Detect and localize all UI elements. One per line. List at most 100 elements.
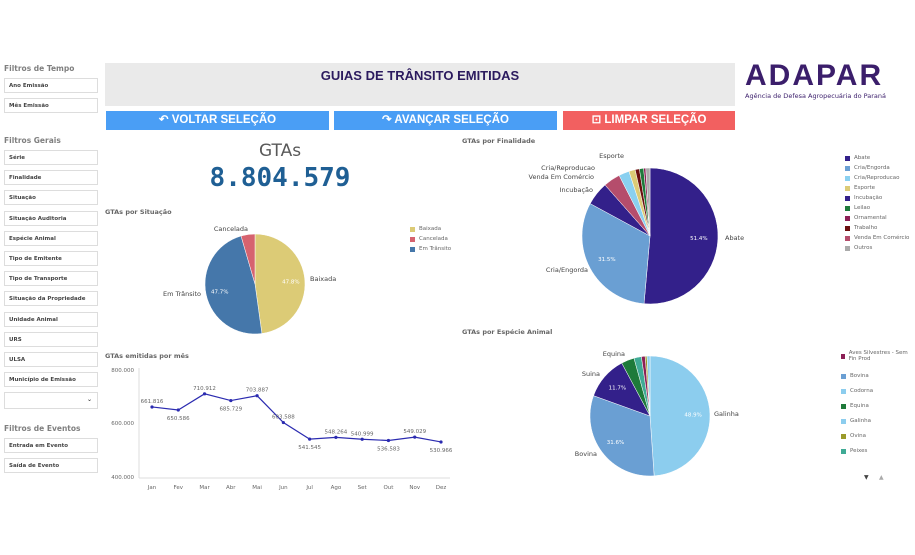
legend-item[interactable]: Esporte [845, 183, 909, 193]
filter-tipo-de-emitente[interactable]: Tipo de Emitente [4, 251, 98, 266]
legend-item[interactable]: Cria/Reproducao [845, 173, 909, 183]
filter-esp-cie-animal[interactable]: Espécie Animal [4, 230, 98, 246]
legend-item[interactable]: Baixada [410, 224, 451, 234]
legend-label: Codorna [850, 388, 874, 394]
legend-item[interactable]: Leilao [845, 203, 909, 213]
data-point[interactable] [413, 435, 417, 439]
legend-swatch [845, 185, 850, 191]
filter-situa-o-auditoria[interactable]: Situação Auditoria [4, 210, 98, 226]
filter-mes-emissao[interactable]: Mês Emissão [4, 98, 98, 113]
filter-ulsa[interactable]: ULSA [4, 352, 98, 367]
scroll-down-icon[interactable]: ▼ [864, 474, 869, 481]
legend-swatch [845, 155, 850, 161]
back-label: VOLTAR SELEÇÃO [171, 114, 277, 126]
filter-tipo-de-transporte[interactable]: Tipo de Transporte [4, 271, 98, 287]
data-point[interactable] [386, 438, 391, 443]
legend-label: Cria/Engorda [854, 165, 890, 171]
legend-item[interactable]: Em Trânsito [410, 244, 451, 254]
legend-item[interactable]: Bovina [841, 371, 911, 381]
data-point[interactable] [281, 420, 285, 425]
slice-label: Venda Em Comércio [529, 173, 594, 181]
pie-slice-cancelada[interactable] [240, 233, 256, 285]
filter-urs[interactable]: URS [4, 331, 98, 347]
clear-selection-button[interactable]: ⊡ LIMPAR SELEÇÃO [563, 111, 735, 130]
filter-saida-evento[interactable]: Saída de Evento [4, 458, 98, 473]
data-point[interactable] [229, 398, 233, 403]
legend-swatch [841, 418, 846, 424]
legend-item[interactable]: Incubação [845, 193, 909, 203]
filter-ano-emissao[interactable]: Ano Emissão [4, 78, 98, 93]
situacao-legend: Baixada Cancelada Em Trânsito [410, 224, 451, 254]
filter-munic-pio-de-emiss-o[interactable]: Município de Emissão [4, 372, 98, 388]
legend-item[interactable]: Outros [845, 243, 909, 253]
legend-item[interactable]: Equina [841, 401, 911, 411]
especie-legend: Aves Silvestres - Sem Fin Prod Bovina Codo… [841, 346, 911, 461]
legend-swatch [845, 195, 850, 201]
legend-label: Equina [850, 403, 869, 409]
slice-label: Cancelada [214, 225, 248, 233]
legend-label: Ovina [850, 433, 866, 439]
time-filters-title: Filtros de Tempo [4, 64, 75, 73]
redo-icon: ↷ [382, 114, 395, 126]
pie-slice-bovina[interactable] [589, 395, 655, 477]
filter-situa-o-da-propriedade[interactable]: Situação da Propriedade [4, 291, 98, 307]
data-label: 51.4% [690, 236, 707, 242]
legend-item[interactable]: Ornamental [845, 213, 909, 223]
pie-slice-abate[interactable] [643, 167, 719, 305]
data-point[interactable] [360, 437, 364, 441]
legend-label: Galinha [850, 418, 872, 424]
filter-situa-o[interactable]: Situação [4, 190, 98, 206]
legend-item[interactable]: Abate [845, 153, 909, 163]
legend-item[interactable]: Ovina [841, 431, 911, 441]
legend-item[interactable]: Codorna [841, 386, 911, 396]
data-point[interactable] [202, 392, 207, 396]
data-label: 548.264 [325, 429, 348, 435]
pie-slice-codorna[interactable] [646, 355, 651, 417]
monthly-chart-title: GTAs emitidas por mês [105, 352, 189, 360]
legend-label: Em Trânsito [419, 246, 452, 252]
slice-label: Bovina [575, 450, 597, 458]
x-tick-label: Fev [174, 485, 184, 491]
data-label: 11.7% [609, 386, 626, 392]
filter-entrada-evento[interactable]: Entrada em Evento [4, 438, 98, 453]
legend-label: Esporte [854, 185, 875, 191]
legend-item[interactable]: Cancelada [410, 234, 451, 244]
pie-slice-em-tr-nsito[interactable] [204, 235, 263, 335]
legend-swatch [410, 246, 415, 252]
legend-item[interactable]: Venda Em Comércio [845, 233, 909, 243]
pie-slice-outros[interactable] [645, 167, 651, 237]
legend-item[interactable]: Galinha [841, 416, 911, 426]
pie-slice-cria-engorda[interactable] [581, 203, 651, 305]
x-tick-label: Mai [252, 485, 262, 491]
slice-label: Cria/Reproducao [541, 164, 595, 172]
data-point[interactable] [334, 435, 338, 439]
legend-item[interactable]: Peixes [841, 446, 911, 456]
forward-selection-button[interactable]: ↷ AVANÇAR SELEÇÃO [334, 111, 557, 130]
filter-s-rie[interactable]: Série [4, 150, 98, 165]
general-filters-title: Filtros Gerais [4, 136, 61, 145]
data-point[interactable] [308, 437, 312, 441]
legend-label: Leilao [854, 205, 871, 211]
filter-finalidade[interactable]: Finalidade [4, 170, 98, 186]
data-point[interactable] [255, 394, 259, 398]
slice-label: Em Trânsito [163, 290, 201, 298]
data-label: 540.999 [351, 431, 374, 437]
data-point[interactable] [176, 408, 180, 412]
data-point[interactable] [150, 405, 154, 409]
clear-label: LIMPAR SELEÇÃO [604, 114, 707, 126]
legend-item[interactable]: Trabalho [845, 223, 909, 233]
legend-item[interactable]: Aves Silvestres - Sem Fin Prod [841, 346, 911, 366]
legend-swatch [845, 175, 850, 181]
pie-slice-galinha[interactable] [649, 355, 711, 477]
filter-unidade-animal[interactable]: Unidade Animal [4, 311, 98, 327]
legend-label: Aves Silvestres - Sem Fin Prod [848, 350, 908, 362]
legend-swatch [841, 448, 846, 454]
legend-item[interactable]: Cria/Engorda [845, 163, 909, 173]
data-point[interactable] [439, 440, 443, 444]
legend-label: Outros [854, 245, 873, 251]
filter-dropdown[interactable]: ⌄ [4, 392, 98, 409]
x-tick-label: Dez [436, 485, 447, 491]
scroll-up-icon[interactable]: ▲ [879, 474, 884, 481]
pie-slice-baixada[interactable] [254, 233, 306, 334]
back-selection-button[interactable]: ↶ VOLTAR SELEÇÃO [106, 111, 329, 130]
